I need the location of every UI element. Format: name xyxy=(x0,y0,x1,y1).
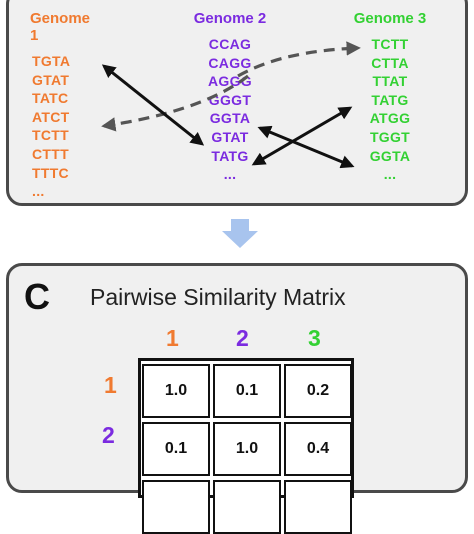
similarity-matrix: 1.0 0.1 0.2 0.1 1.0 0.4 xyxy=(138,358,354,534)
genome-1-kmer: GTAT xyxy=(32,71,70,88)
genome-1-kmer: ATCT xyxy=(32,108,70,125)
matrix-cell-partial xyxy=(284,480,352,534)
genome-2-kmer: CAGG xyxy=(208,54,252,71)
genome-2-kmer: AGGG xyxy=(208,73,252,90)
genome-2-column: Genome 2 CCAG CAGG AGGG GGGT GGTA GTAT T… xyxy=(185,10,275,184)
genome-3-kmer: TGGT xyxy=(369,128,411,145)
matrix-col-label: 3 xyxy=(308,325,321,351)
matrix-cell: 1.0 xyxy=(142,364,210,418)
panel-letter: C xyxy=(24,276,50,317)
genome-3-ellipsis: ... xyxy=(383,166,397,183)
matrix-row-label: 1 xyxy=(104,372,117,398)
matrix-cell: 0.2 xyxy=(284,364,352,418)
genome-1-kmer: TCTT xyxy=(32,127,69,144)
matrix-cell: 0.1 xyxy=(142,422,210,476)
genome-1-kmer: TTTC xyxy=(32,164,69,181)
genome-1-kmer: CTTT xyxy=(32,145,69,162)
genome-2-ellipsis: ... xyxy=(223,166,237,183)
genome-1-ellipsis: ... xyxy=(32,183,45,200)
genome-2-kmer: TATG xyxy=(211,147,249,164)
genome-2-kmer: GTAT xyxy=(211,128,249,145)
matrix-title: Pairwise Similarity Matrix xyxy=(90,284,346,310)
genome-1-kmer: TGTA xyxy=(32,53,71,69)
matrix-cell: 0.4 xyxy=(284,422,352,476)
matrix-col-label: 1 xyxy=(166,325,179,351)
genome-3-kmer: GGTA xyxy=(369,147,411,164)
matrix-cell: 1.0 xyxy=(213,422,281,476)
matrix-cell-partial xyxy=(142,480,210,534)
genome-2-kmer: GGTA xyxy=(209,110,251,127)
genome-1-header: Genome 1 xyxy=(30,10,91,44)
genome-3-kmer: TATG xyxy=(371,91,409,108)
genome-1-kmer: TATC xyxy=(32,90,69,107)
genome-2-kmer: GGGT xyxy=(208,91,252,108)
genome-1-column: Genome 1 TGTA GTAT TATC ATCT TCTT CTTT T… xyxy=(30,10,96,201)
genome-3-kmer: CTTA xyxy=(371,54,409,71)
genome-3-kmer: ATGG xyxy=(369,110,411,127)
matrix-col-label: 2 xyxy=(236,325,249,351)
down-arrow-icon xyxy=(222,219,258,248)
genome-3-kmer: TTAT xyxy=(372,73,408,90)
genome-3-header: Genome 3 xyxy=(353,10,427,27)
genome-2-kmer: CCAG xyxy=(208,36,252,52)
genome-3-column: Genome 3 TCTT CTTA TTAT TATG ATGG TGGT G… xyxy=(342,10,438,184)
matrix-cell: 0.1 xyxy=(213,364,281,418)
matrix-row-label: 2 xyxy=(102,422,115,448)
genome-3-kmer: TCTT xyxy=(371,36,409,52)
genome-2-header: Genome 2 xyxy=(193,10,267,27)
matrix-cell-partial xyxy=(213,480,281,534)
